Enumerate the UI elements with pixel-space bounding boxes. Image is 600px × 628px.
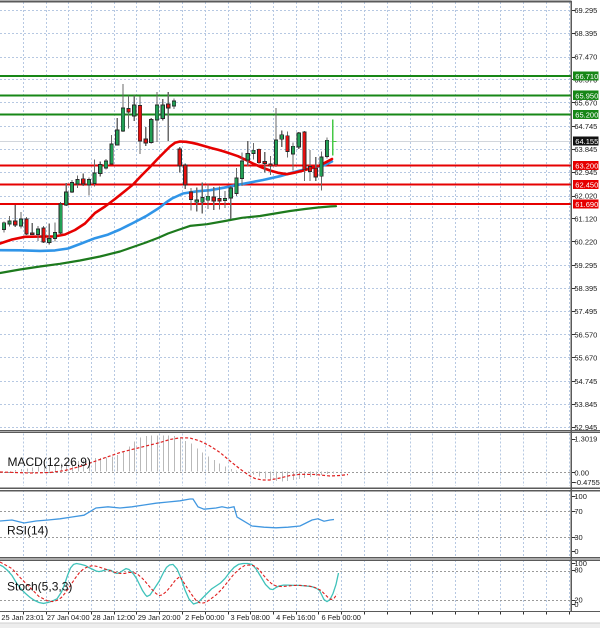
svg-text:4 Feb 16:00: 4 Feb 16:00 [276,613,315,622]
svg-text:60.220: 60.220 [574,237,597,246]
svg-text:100: 100 [574,559,587,568]
svg-text:20: 20 [574,596,582,605]
svg-text:58.395: 58.395 [574,284,597,293]
svg-text:RSI(14): RSI(14) [7,524,48,538]
svg-text:69.295: 69.295 [574,6,597,15]
svg-text:65.200: 65.200 [575,111,598,120]
svg-text:Stoch(5,3,3): Stoch(5,3,3) [7,580,72,594]
svg-text:1.3019: 1.3019 [574,435,597,444]
svg-text:65.670: 65.670 [574,98,597,107]
svg-text:100: 100 [574,492,587,501]
svg-text:62.450: 62.450 [575,181,598,190]
svg-text:25 Jan 23:01: 25 Jan 23:01 [1,613,44,622]
svg-text:80: 80 [574,566,582,575]
svg-text:30: 30 [574,533,582,542]
svg-text:66.710: 66.710 [575,72,598,81]
svg-text:0: 0 [574,547,578,556]
svg-text:63.200: 63.200 [575,162,598,171]
svg-text:61.120: 61.120 [574,215,597,224]
svg-text:67.470: 67.470 [574,53,597,62]
svg-text:54.745: 54.745 [574,377,597,386]
svg-text:28 Jan 12:00: 28 Jan 12:00 [92,613,135,622]
svg-text:64.155: 64.155 [575,137,598,146]
svg-text:-0.4755: -0.4755 [574,478,599,487]
svg-text:57.495: 57.495 [574,307,597,316]
svg-text:6 Feb 00:00: 6 Feb 00:00 [321,613,360,622]
svg-text:59.295: 59.295 [574,261,597,270]
svg-text:0.00: 0.00 [574,469,589,478]
svg-text:2 Feb 00:00: 2 Feb 00:00 [185,613,224,622]
svg-text:53.845: 53.845 [574,400,597,409]
svg-text:52.945: 52.945 [574,423,597,432]
svg-text:64.745: 64.745 [574,122,597,131]
svg-text:61.690: 61.690 [575,200,598,209]
svg-text:68.395: 68.395 [574,29,597,38]
svg-text:62.945: 62.945 [574,168,597,177]
svg-text:3 Feb 08:00: 3 Feb 08:00 [230,613,269,622]
svg-text:65.950: 65.950 [575,91,598,100]
svg-text:0: 0 [574,600,578,609]
svg-text:63.845: 63.845 [574,145,597,154]
svg-text:27 Jan 04:00: 27 Jan 04:00 [47,613,90,622]
svg-text:70: 70 [574,507,582,516]
svg-text:56.570: 56.570 [574,331,597,340]
svg-text:29 Jan 20:00: 29 Jan 20:00 [138,613,181,622]
svg-text:MACD(12,26,9): MACD(12,26,9) [8,455,91,469]
svg-text:62.020: 62.020 [574,192,597,201]
svg-text:55.670: 55.670 [574,353,597,362]
